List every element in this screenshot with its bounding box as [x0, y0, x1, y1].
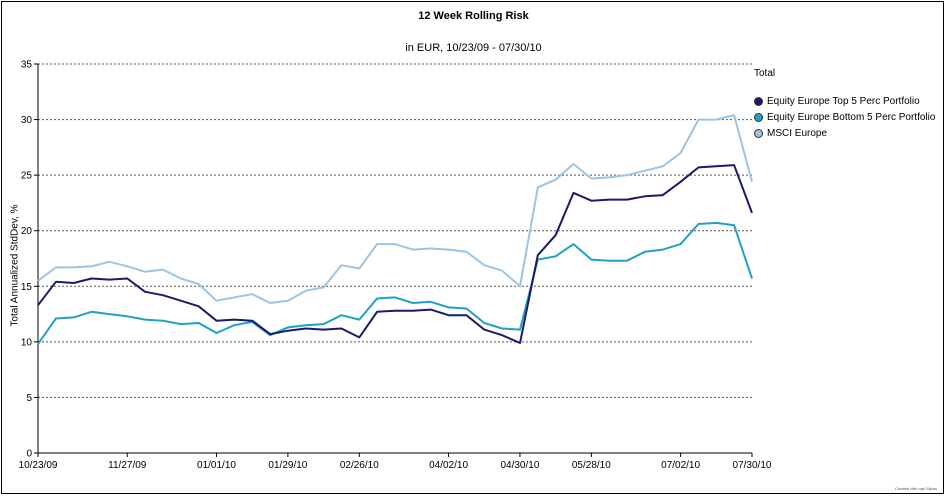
x-tick-label: 05/28/10: [572, 460, 611, 471]
y-tick-label: 15: [21, 282, 33, 293]
series-line-top5: [37, 164, 753, 344]
legend-label-top5: Equity Europe Top 5 Perc Portfolio: [767, 95, 920, 107]
series-line-bottom5: [37, 221, 753, 345]
x-tick-label: 01/01/10: [197, 460, 236, 471]
x-tick-label: 04/30/10: [500, 460, 539, 471]
y-tick-label: 35: [21, 60, 33, 71]
y-tick-label: 20: [21, 226, 33, 237]
legend-item-top5: Equity Europe Top 5 Perc Portfolio: [754, 93, 935, 109]
x-tick-label: 07/02/10: [661, 460, 700, 471]
y-tick-label: 5: [26, 393, 32, 404]
legend-marker-bottom5: [754, 112, 763, 122]
legend-marker-msci: [754, 128, 763, 138]
series-line-msci: [37, 114, 753, 304]
x-tick-label: 07/30/10: [733, 460, 772, 471]
legend: Total Equity Europe Top 5 Perc Portfolio…: [754, 68, 935, 141]
x-tick-label: 11/27/09: [108, 460, 147, 471]
legend-label-msci: MSCI Europe: [767, 127, 828, 139]
y-tick-label: 30: [21, 115, 33, 126]
x-tick-label: 10/23/09: [19, 460, 58, 471]
legend-marker-top5: [754, 96, 763, 106]
legend-item-msci: MSCI Europe: [754, 125, 935, 141]
y-tick-label: 10: [21, 337, 33, 348]
legend-label-bottom5: Equity Europe Bottom 5 Perc Portfolio: [767, 111, 936, 123]
chart-subtitle: in EUR, 10/23/09 - 07/30/10: [405, 42, 542, 54]
y-tick-label: 25: [21, 171, 33, 182]
legend-title: Total: [754, 68, 776, 79]
x-tick-label: 04/02/10: [429, 460, 468, 471]
footer-note: Created with mpi Stylus: [894, 486, 937, 491]
x-tick-label: 01/29/10: [268, 460, 307, 471]
x-tick-label: 02/26/10: [340, 460, 379, 471]
legend-item-bottom5: Equity Europe Bottom 5 Perc Portfolio: [754, 109, 935, 125]
y-tick-label: 0: [26, 449, 32, 460]
chart-title: 12 Week Rolling Risk: [418, 10, 529, 22]
